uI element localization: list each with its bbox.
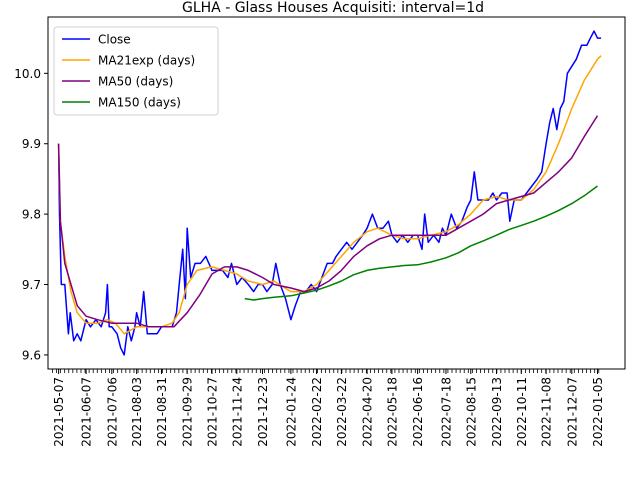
y-tick-label: 9.9 (22, 137, 41, 151)
x-tick-label: 2022-08-15 (464, 377, 478, 447)
x-tick-label: 2021-06-07 (80, 377, 94, 447)
x-tick-label: 2021-10-27 (206, 377, 220, 447)
x-tick-label: 2022-01-05 (591, 377, 605, 447)
x-tick-label: 2021-08-03 (130, 377, 144, 447)
x-tick-label: 2022-06-16 (411, 377, 425, 447)
plot-frame (47, 16, 626, 370)
x-tick-label: 2022-07-18 (440, 377, 454, 447)
x-tick-label: 2022-02-22 (310, 377, 324, 447)
x-tick-label: 2022-03-22 (335, 377, 349, 447)
x-tick-label: 2022-10-11 (515, 377, 529, 447)
y-tick-label: 10.0 (14, 67, 41, 81)
x-tick-label: 2021-12-07 (565, 377, 579, 447)
x-tick-label: 2021-11-24 (230, 377, 244, 447)
y-tick-label: 9.6 (22, 348, 41, 362)
x-tick-label: 2021-12-23 (256, 377, 270, 447)
legend-label-close: Close (98, 33, 131, 47)
legend-label-ma50-days: MA50 (days) (98, 75, 173, 89)
legend-box (53, 26, 219, 116)
legend: Close MA21exp (days) MA50 (days) MA150 (day… (53, 26, 219, 116)
x-tick-label: 2022-01-24 (284, 377, 298, 447)
x-tick-label: 2022-09-13 (490, 377, 504, 447)
series-line-ma50-days (57, 115, 599, 328)
y-tick-label: 9.7 (22, 278, 41, 292)
series-line-ma150-days (244, 185, 598, 301)
chart-title: GLHA - Glass Houses Acquisiti: interval=… (182, 0, 484, 16)
x-tick-label: 2022-05-18 (385, 377, 399, 447)
y-axis: 9.6 9.7 9.8 9.9 10.0 (14, 67, 48, 362)
x-tick-label: 2022-04-20 (361, 377, 375, 447)
x-tick-label: 2022-11-08 (540, 377, 554, 447)
x-tick-label: 2021-07-06 (105, 377, 119, 447)
x-axis: 2021-05-07 2021-06-07 2021-07-06 2021-08-03… (52, 369, 605, 447)
plot-lines (57, 30, 602, 356)
x-tick-label: 2021-05-07 (52, 377, 66, 447)
legend-label-ma21exp-days: MA21exp (days) (98, 54, 195, 68)
y-tick-label: 9.8 (22, 208, 41, 222)
x-tick-label: 2021-09-29 (181, 377, 195, 447)
x-tick-label: 2021-08-31 (155, 377, 169, 447)
legend-label-ma150-days: MA150 (days) (98, 96, 181, 110)
